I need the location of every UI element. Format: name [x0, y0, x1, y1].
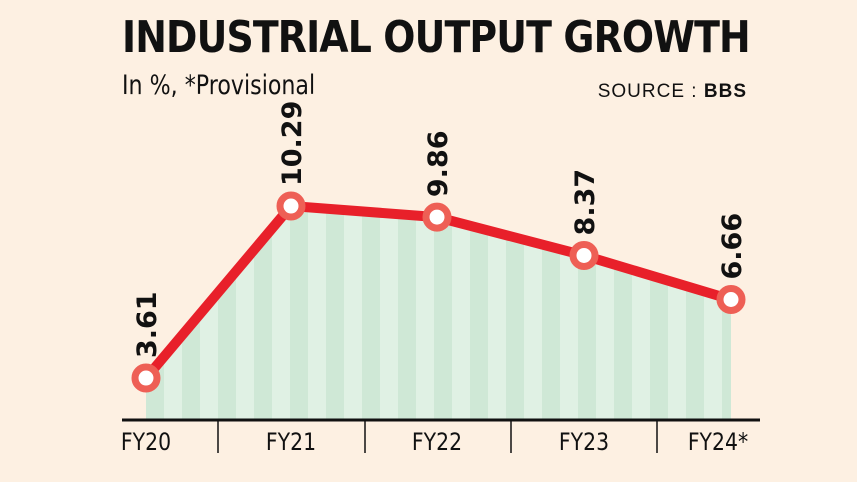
data-label: 9.86 — [423, 130, 454, 197]
area-stripe — [380, 206, 398, 420]
area-stripe — [452, 206, 470, 420]
source-note: SOURCE : BBS — [598, 81, 747, 103]
area-stripe — [362, 206, 380, 420]
area-stripe — [416, 206, 434, 420]
area-stripe — [470, 206, 488, 420]
area-stripe — [200, 206, 218, 420]
area-stripe — [488, 206, 506, 420]
area-stripe — [164, 206, 182, 420]
area-stripe — [542, 206, 560, 420]
x-tick-label: FY24* — [688, 428, 748, 456]
area-stripe — [326, 206, 344, 420]
x-tick-label: FY22 — [412, 428, 462, 456]
area-stripe — [614, 206, 632, 420]
area-stripe — [632, 206, 650, 420]
chart-title: INDUSTRIAL OUTPUT GROWTH — [122, 12, 751, 63]
area-stripe — [398, 206, 416, 420]
data-point-marker — [716, 285, 746, 315]
data-point-marker — [276, 191, 306, 221]
data-point-marker — [131, 363, 161, 393]
data-label: 6.66 — [717, 213, 748, 280]
chart-subtitle: In %, *Provisional — [122, 70, 316, 101]
data-point-marker — [422, 202, 452, 232]
source-label: SOURCE : — [597, 81, 698, 102]
x-tick-label: FY21 — [266, 428, 316, 456]
area-stripe — [704, 206, 722, 420]
area-stripe — [236, 206, 254, 420]
x-tick-label: FY23 — [559, 428, 609, 456]
area-stripe — [722, 206, 731, 420]
area-stripe — [524, 206, 542, 420]
area-stripe — [290, 206, 308, 420]
area-stripe — [344, 206, 362, 420]
area-stripe — [434, 206, 452, 420]
area-stripe — [272, 206, 290, 420]
area-stripe — [308, 206, 326, 420]
area-stripe — [182, 206, 200, 420]
data-label: 10.29 — [277, 101, 308, 186]
data-point-marker — [569, 240, 599, 270]
data-label: 3.61 — [132, 291, 163, 358]
source-value: BBS — [703, 81, 747, 102]
x-tick-label: FY20 — [121, 428, 171, 456]
area-stripe — [254, 206, 272, 420]
data-label: 8.37 — [570, 169, 601, 236]
area-stripe — [506, 206, 524, 420]
